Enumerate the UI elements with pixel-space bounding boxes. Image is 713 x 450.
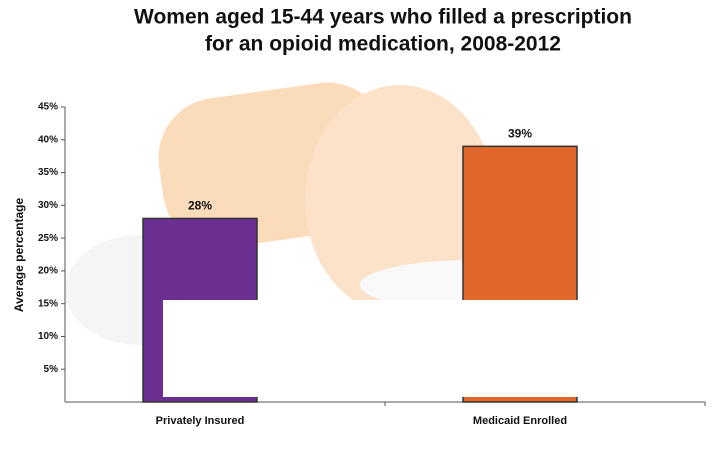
- x-tick-label: Privately Insured: [156, 415, 245, 427]
- y-tick-label: 40%: [38, 134, 58, 145]
- y-tick-label: 5%: [44, 364, 59, 375]
- y-tick-label: 30%: [38, 200, 58, 211]
- y-tick-label: 35%: [38, 167, 58, 178]
- redaction-box: [163, 300, 700, 397]
- y-tick-label: 10%: [38, 331, 58, 342]
- value-label: 28%: [188, 199, 212, 213]
- chart-title: for an opioid medication, 2008-2012: [205, 33, 561, 56]
- chart-title: Women aged 15-44 years who filled a pres…: [134, 6, 632, 29]
- y-tick-label: 25%: [38, 233, 58, 244]
- y-tick-label: 15%: [38, 298, 58, 309]
- y-tick-label: 45%: [38, 102, 58, 113]
- y-tick-label: 20%: [38, 266, 58, 277]
- x-tick-label: Medicaid Enrolled: [473, 415, 567, 427]
- value-label: 39%: [508, 127, 532, 141]
- y-axis-title: Average percentage: [12, 198, 26, 313]
